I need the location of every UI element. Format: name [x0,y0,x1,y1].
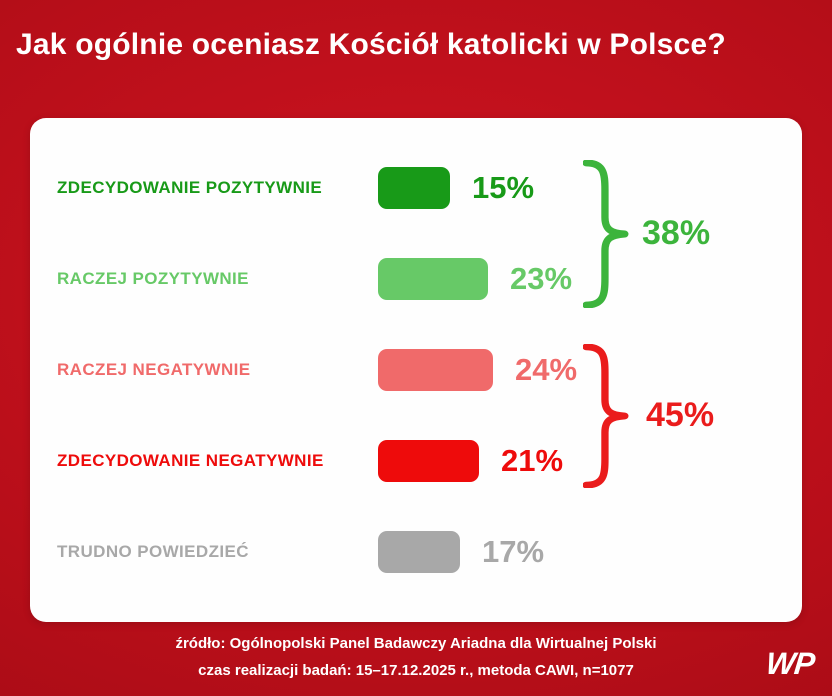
value-label: 17% [482,534,545,570]
bar-swatch [378,440,479,483]
category-label: ZDECYDOWANIE POZYTYWNIE [57,177,323,197]
positive-group-brace-icon [583,160,629,308]
bar-swatch [378,257,488,300]
chart-row: RACZEJ POZYTYWNIE 23% [30,257,802,300]
source-line: źródło: Ogólnopolski Panel Badawczy Aria… [175,635,657,652]
negative-group-percent: 45% [646,396,715,434]
value-label: 24% [515,351,578,387]
category-label: RACZEJ NEGATYWNIE [57,359,251,379]
source-footer: źródło: Ogólnopolski Panel Badawczy Aria… [0,630,832,684]
positive-group-percent: 38% [642,214,711,252]
bar-swatch [378,348,493,391]
wp-logo: WP [764,646,816,681]
negative-group-brace-icon [583,344,629,488]
bar-swatch [378,531,460,574]
chart-row: RACZEJ NEGATYWNIE 24% [30,348,802,391]
chart-row: TRUDNO POWIEDZIEĆ 17% [30,531,802,574]
page-title: Jak ogólnie oceniasz Kościół katolicki w… [16,28,726,61]
value-label: 15% [472,169,535,205]
chart-row: ZDECYDOWANIE POZYTYWNIE 15% [30,166,802,209]
category-label: TRUDNO POWIEDZIEĆ [57,542,249,562]
category-label: RACZEJ POZYTYWNIE [57,268,249,288]
bar-swatch [378,166,450,209]
value-label: 21% [501,443,564,479]
method-line: czas realizacji badań: 15–17.12.2025 r.,… [198,662,634,679]
chart-row: ZDECYDOWANIE NEGATYWNIE 21% [30,440,802,483]
chart-card: ZDECYDOWANIE POZYTYWNIE 15% RACZEJ POZYT… [30,118,802,622]
category-label: ZDECYDOWANIE NEGATYWNIE [57,451,324,471]
value-label: 23% [510,260,573,296]
